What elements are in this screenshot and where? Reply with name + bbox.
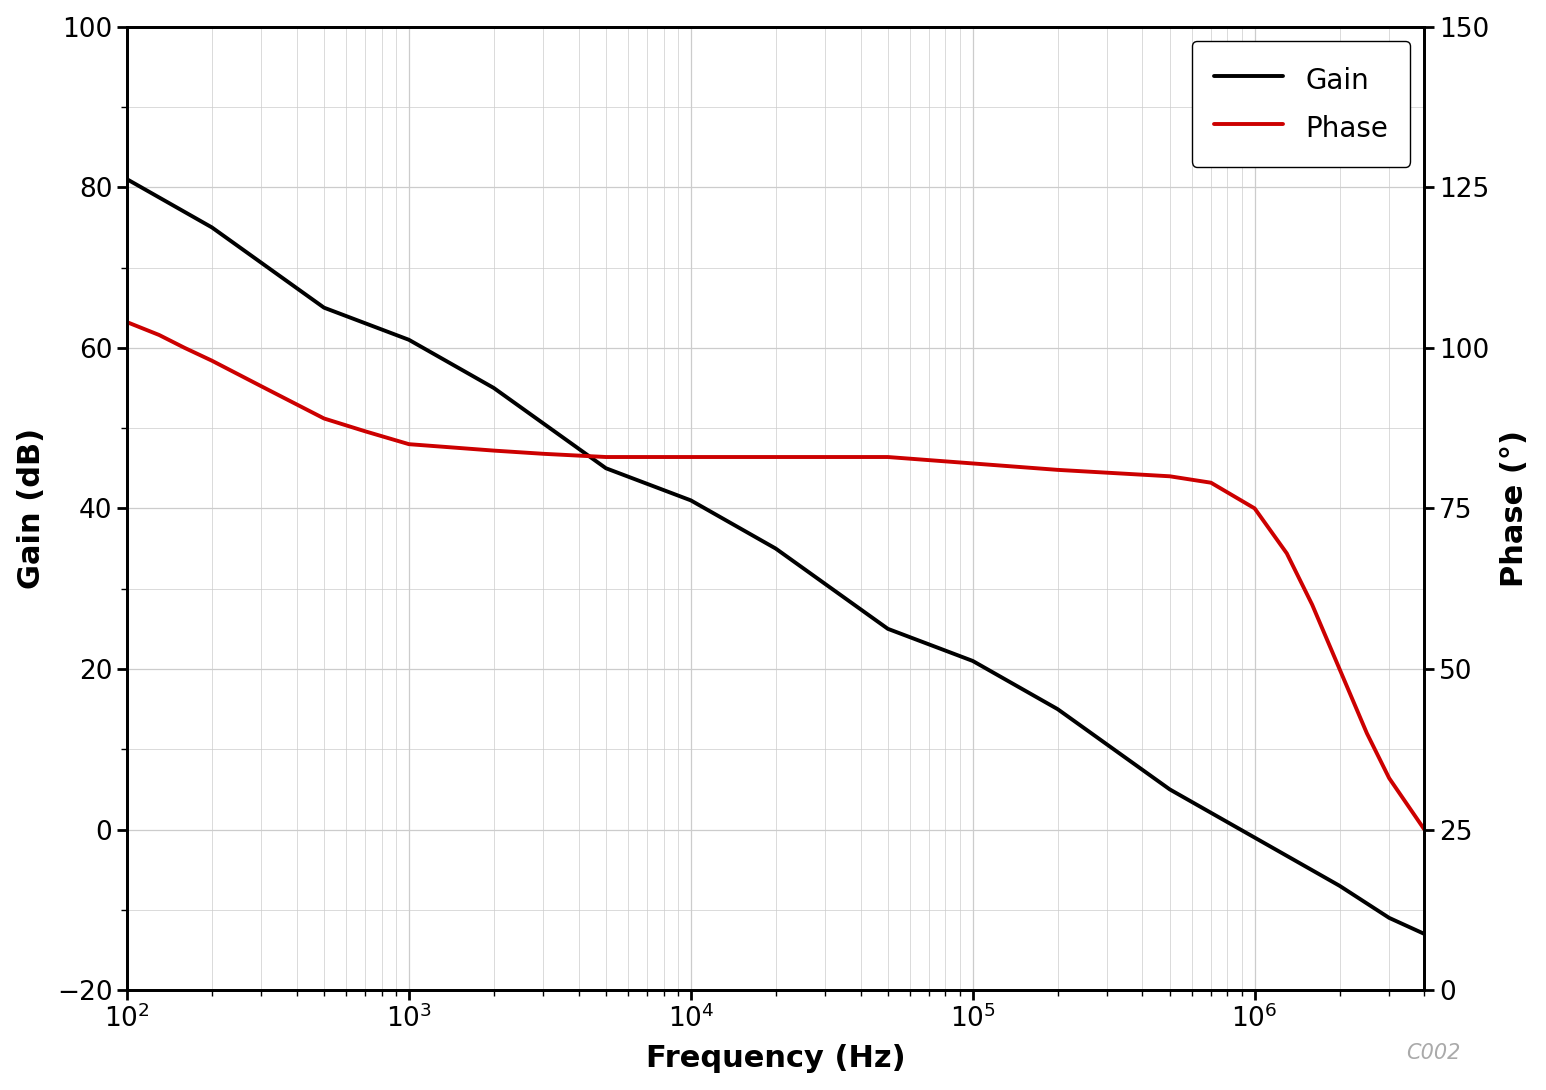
- Gain: [597, 462, 615, 475]
- Phase: [1330, 663, 1348, 676]
- Gain: [484, 382, 502, 395]
- Gain: [1381, 911, 1399, 924]
- Phase: [638, 450, 657, 463]
- Gain: [878, 622, 897, 635]
- Gain: [399, 334, 417, 347]
- Phase: [533, 447, 552, 460]
- Gain: [1246, 831, 1265, 844]
- Gain: [963, 654, 982, 667]
- Y-axis label: Phase (°): Phase (°): [1500, 429, 1529, 586]
- Phase: [1161, 470, 1180, 483]
- Phase: [1246, 501, 1265, 514]
- Gain: [682, 494, 700, 507]
- Line: Phase: Phase: [127, 323, 1424, 829]
- Gain: [1161, 783, 1180, 796]
- Phase: [767, 450, 785, 463]
- Phase: [399, 437, 417, 450]
- Text: C002: C002: [1407, 1043, 1461, 1063]
- Phase: [682, 450, 700, 463]
- Gain: [767, 542, 785, 555]
- Phase: [356, 425, 374, 438]
- Phase: [203, 354, 221, 367]
- Y-axis label: Gain (dB): Gain (dB): [17, 428, 46, 589]
- Phase: [1303, 598, 1322, 611]
- Phase: [963, 457, 982, 470]
- Gain: [315, 301, 334, 314]
- Gain: [117, 172, 136, 185]
- Phase: [1048, 463, 1067, 476]
- Phase: [484, 444, 502, 457]
- Phase: [597, 450, 615, 463]
- Phase: [252, 379, 271, 392]
- Gain: [1415, 928, 1433, 941]
- Line: Gain: Gain: [127, 179, 1424, 934]
- Legend: Gain, Phase: Gain, Phase: [1192, 40, 1410, 167]
- Phase: [1357, 727, 1376, 740]
- Phase: [878, 450, 897, 463]
- Gain: [203, 221, 221, 234]
- Gain: [1048, 703, 1067, 716]
- Phase: [150, 328, 169, 341]
- Phase: [1381, 772, 1399, 785]
- Phase: [1415, 823, 1433, 836]
- Phase: [175, 341, 193, 354]
- X-axis label: Frequency (Hz): Frequency (Hz): [646, 1044, 906, 1074]
- Phase: [117, 316, 136, 329]
- Phase: [315, 412, 334, 425]
- Phase: [1201, 476, 1220, 489]
- Phase: [1277, 547, 1296, 560]
- Gain: [1330, 880, 1348, 893]
